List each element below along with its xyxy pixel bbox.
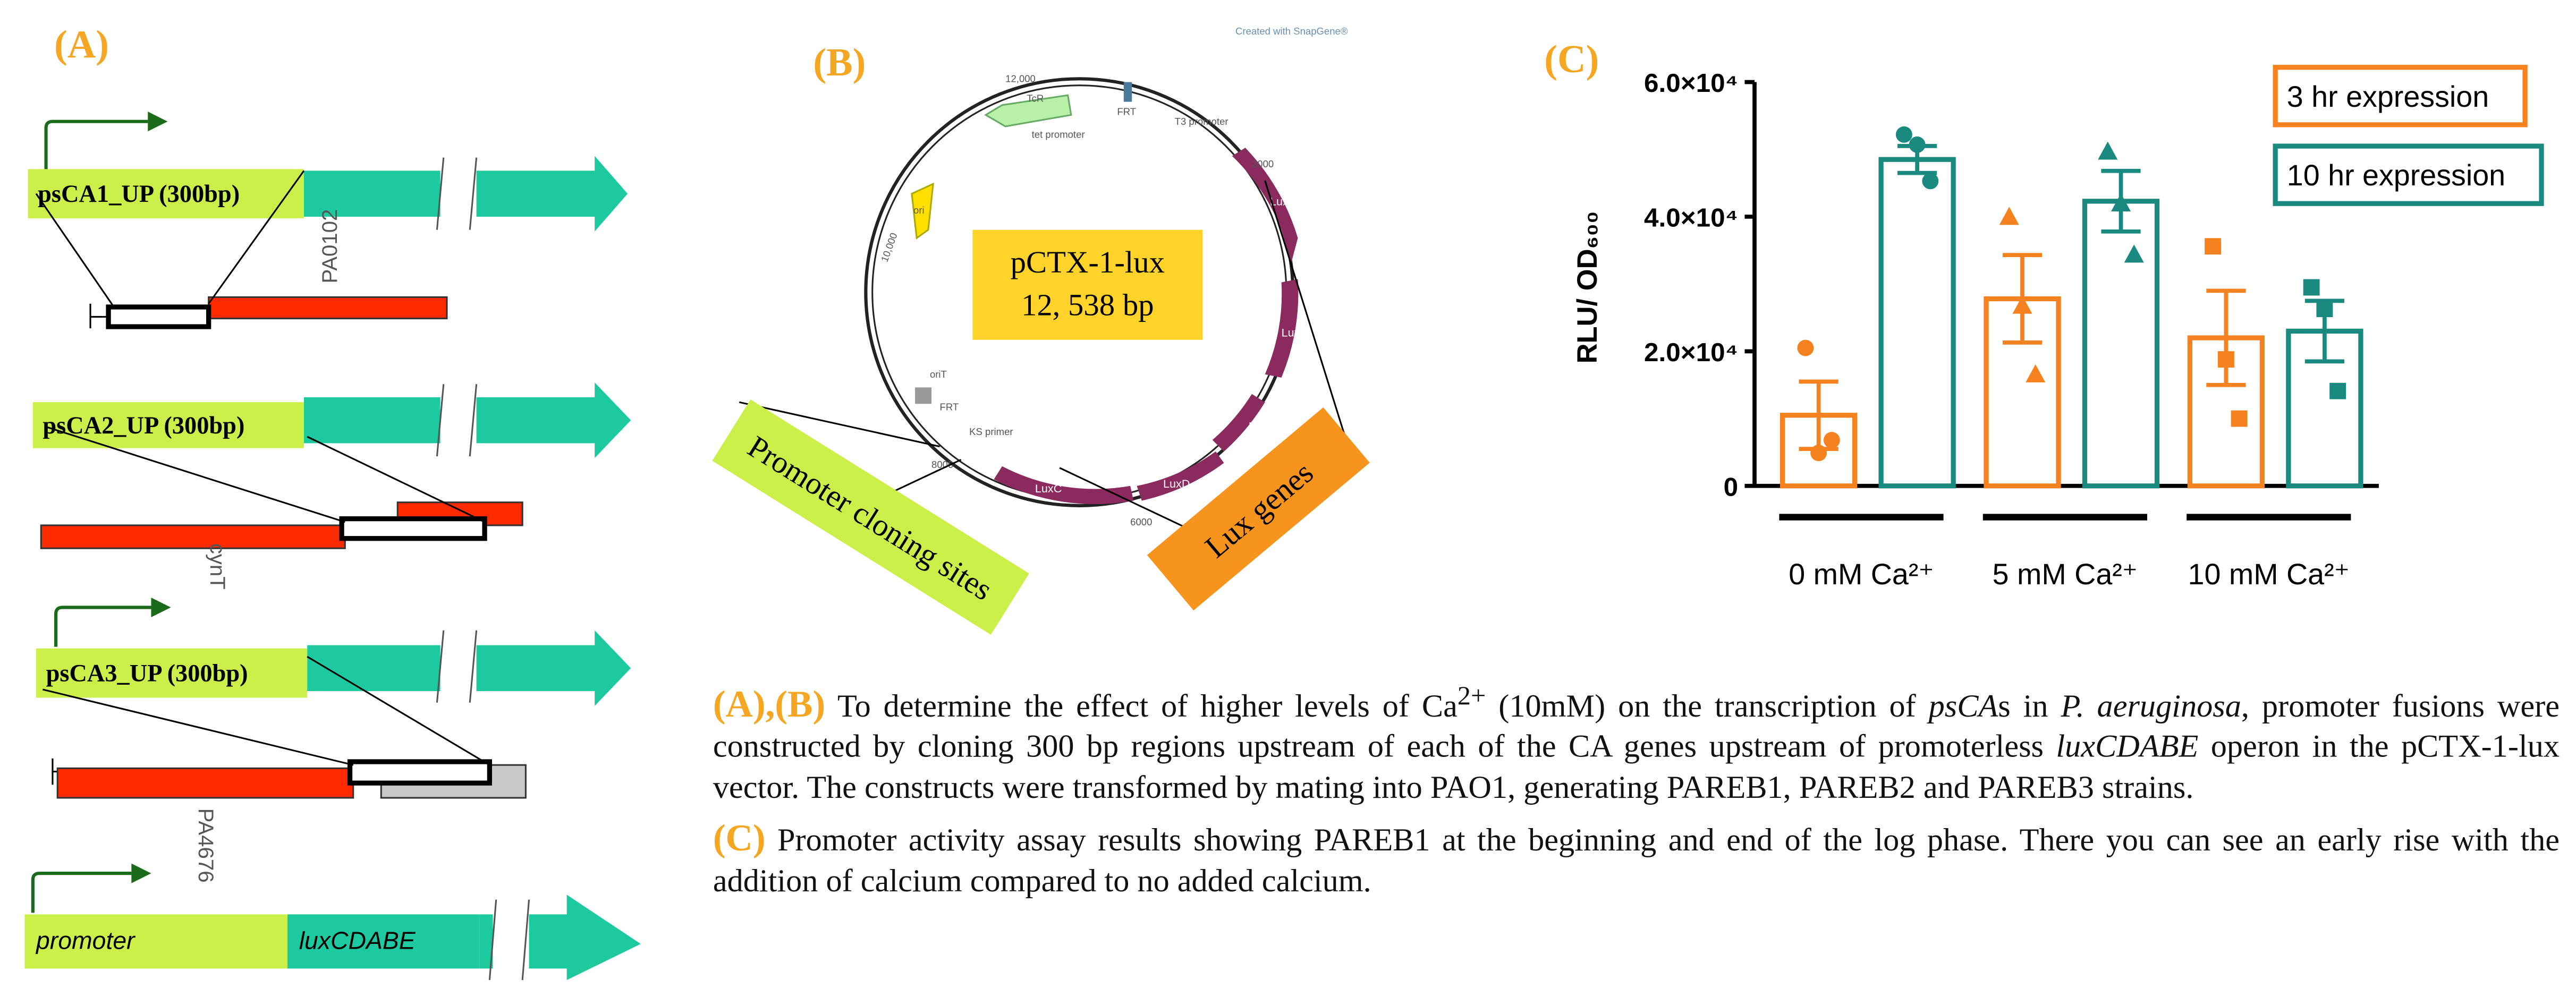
data-point: [2205, 238, 2221, 254]
y-tick-label: 4.0×10⁴: [1644, 203, 1738, 232]
caption-paragraph: (A),(B) To determine the effect of highe…: [713, 679, 2560, 811]
bar: [2084, 201, 2157, 486]
legend-label: 3 hr expression: [2287, 80, 2489, 113]
data-point: [1824, 432, 1840, 448]
caption: (A),(B) To determine the effect of highe…: [713, 679, 2560, 908]
data-point: [2303, 279, 2320, 296]
plasmid-feature: oriT: [930, 369, 947, 380]
construct-2: psCA2_UP (300bp) cynT: [33, 382, 631, 590]
plasmid-feature: ori: [913, 205, 925, 216]
plasmid-position: 10,000: [879, 231, 900, 263]
figure: (A) psCA1_UP (300bp) PA0102 psCA2_UP (30…: [0, 0, 2576, 980]
plasmid-position: 2000: [1252, 158, 1274, 169]
data-point: [1896, 126, 1912, 143]
plasmid-size: 12, 538 bp: [1021, 287, 1154, 322]
legend-label: promoter: [35, 926, 135, 954]
data-point: [2329, 383, 2346, 399]
panel-label: (A): [54, 23, 109, 66]
construct-3: psCA3_UP (300bp) PA4676: [36, 598, 631, 883]
caption-text: luxCDABE: [2056, 731, 2198, 766]
caption-text: psCA: [1929, 691, 1998, 725]
plasmid-feature: FRT: [940, 402, 959, 413]
plasmid-feature: LuxE: [1270, 194, 1296, 208]
caption-text: s in: [1998, 691, 2061, 725]
plasmid-name: pCTX-1-lux: [1011, 245, 1165, 279]
data-point: [2231, 411, 2248, 427]
plasmid-feature: TcR: [1027, 93, 1044, 104]
page: (A) psCA1_UP (300bp) PA0102 psCA2_UP (30…: [0, 0, 2576, 980]
construct-1: psCA1_UP (300bp) PA0102: [28, 112, 628, 328]
construct-legend: promoter luxCDABE: [24, 864, 640, 980]
gene-label: PA0102: [318, 209, 342, 284]
data-point: [2218, 351, 2234, 368]
watermark: Created with SnapGene®: [1235, 25, 1348, 37]
chart: 0 2.0×10⁴ 4.0×10⁴ 6.0×10⁴ 0 mM Ca²⁺ 5 mM Ca²⁺…: [1644, 67, 2541, 591]
plasmid-map: 12,000 TcR tet promoter FRT T3 promoter …: [712, 73, 1369, 635]
caption-paragraph: (C) Promoter activity assay results show…: [713, 815, 2560, 905]
legend-label: 10 hr expression: [2287, 159, 2505, 192]
x-tick-label: 0 mM Ca²⁺: [1789, 558, 1934, 591]
y-tick-label: 0: [1724, 472, 1739, 501]
panel-label: (B): [813, 41, 866, 84]
gene-label: PA4676: [194, 808, 218, 883]
data-point: [2316, 301, 2333, 317]
caption-text: 2+: [1458, 682, 1486, 711]
plasmid-feature: LuxD: [1163, 477, 1190, 490]
caption-text: (10mM) on the transcription of: [1486, 691, 1928, 725]
bar: [1881, 159, 1953, 486]
callout: Promoter cloning sites: [742, 429, 998, 607]
plasmid-feature: LuxB: [1282, 326, 1308, 339]
plasmid-feature: LuxA: [1249, 420, 1275, 433]
construct-label: psCA3_UP (300bp): [46, 660, 248, 687]
plasmid-position: 12,000: [1005, 73, 1036, 84]
data-point: [2098, 141, 2117, 159]
caption-text: To determine the effect of higher levels…: [825, 691, 1458, 725]
data-point: [1810, 445, 1827, 461]
plasmid-feature: KS primer: [969, 426, 1013, 437]
caption-lead: (A),(B): [713, 684, 825, 725]
caption-text: Promoter activity assay results showing …: [713, 825, 2560, 900]
gene-label: cynT: [206, 543, 230, 590]
y-tick-label: 6.0×10⁴: [1644, 69, 1738, 98]
legend-label: luxCDABE: [299, 926, 416, 954]
x-tick-label: 10 mM Ca²⁺: [2188, 558, 2350, 591]
plasmid-position: 6000: [1130, 516, 1152, 527]
construct-label: psCA1_UP (300bp): [38, 181, 240, 208]
data-point: [1909, 137, 1926, 153]
data-point: [1999, 207, 2019, 225]
data-point: [1797, 340, 1814, 356]
caption-lead: (C): [713, 818, 766, 859]
caption-text: P. aeruginosa: [2061, 691, 2241, 725]
plasmid-feature: tet promoter: [1032, 129, 1085, 140]
data-point: [1922, 173, 1938, 189]
plasmid-feature: T3 promoter: [1175, 116, 1228, 127]
panel-label: (C): [1544, 38, 1599, 81]
y-axis-label: RLU/ OD₆₀₀: [1572, 211, 1603, 363]
y-tick-label: 2.0×10⁴: [1644, 338, 1738, 367]
x-tick-label: 5 mM Ca²⁺: [1993, 558, 2138, 591]
plasmid-feature: FRT: [1117, 106, 1136, 117]
plasmid-feature: LuxC: [1035, 482, 1062, 495]
